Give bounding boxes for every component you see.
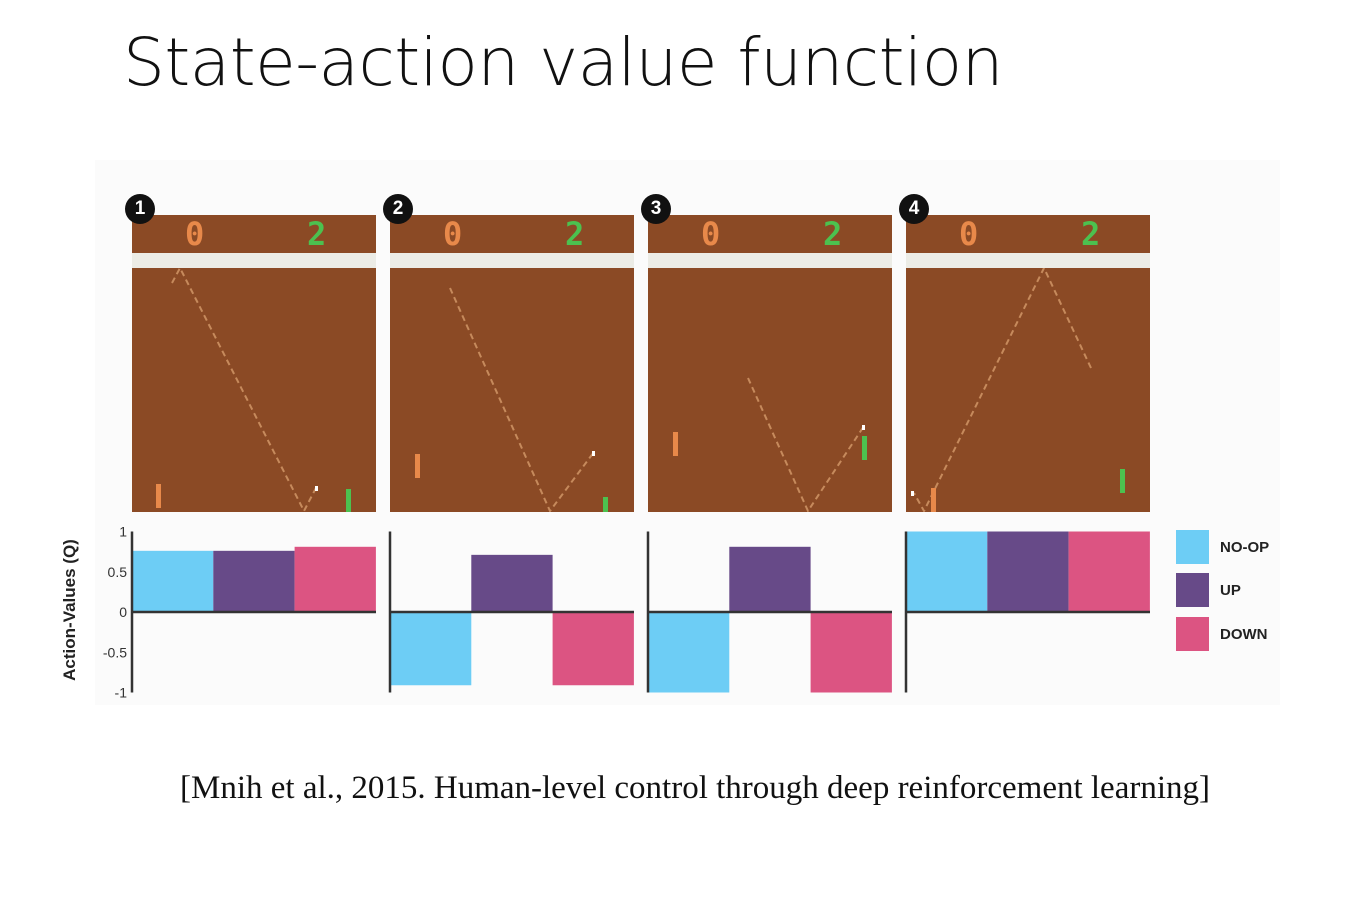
legend-up: UP xyxy=(1176,573,1241,607)
ball xyxy=(592,451,595,456)
ball xyxy=(911,491,914,496)
left-paddle xyxy=(156,484,161,508)
game-frame-1: 0 2 xyxy=(132,215,376,514)
score-right: 2 xyxy=(307,215,327,253)
frame-number-badge: 1 xyxy=(125,194,155,224)
ball-trajectory xyxy=(415,287,608,521)
frame-number-badge: 2 xyxy=(383,194,413,224)
legend-no-op: NO-OP xyxy=(1176,530,1269,564)
score-left: 0 xyxy=(959,215,979,253)
slide-title: State-action value function xyxy=(123,24,1004,101)
score-right: 2 xyxy=(823,215,843,253)
ball xyxy=(315,486,318,491)
bar-no-op-frame-1 xyxy=(132,550,214,612)
legend-swatch xyxy=(1176,530,1209,564)
score-left: 0 xyxy=(185,215,205,253)
y-tick-label: 0.5 xyxy=(108,564,128,580)
top-wall xyxy=(390,253,634,268)
right-paddle xyxy=(1120,469,1125,493)
top-wall xyxy=(132,253,376,268)
y-tick-label: -0.5 xyxy=(103,644,127,660)
score-bar: 0 2 xyxy=(648,215,892,253)
right-paddle xyxy=(603,497,608,521)
score-right: 2 xyxy=(565,215,585,253)
score-left: 0 xyxy=(701,215,721,253)
y-tick-label: 1 xyxy=(119,524,127,540)
ball-trajectory xyxy=(911,265,1125,514)
y-tick-label: -1 xyxy=(115,685,128,701)
bar-up-frame-4 xyxy=(987,531,1069,612)
legend-label: UP xyxy=(1220,581,1241,599)
ball-trajectory xyxy=(673,377,867,514)
bar-up-frame-2 xyxy=(471,554,553,612)
play-field xyxy=(132,265,376,514)
citation: [Mnih et al., 2015. Human-level control … xyxy=(180,770,1210,806)
bar-no-op-frame-2 xyxy=(390,612,472,686)
bar-down-frame-2 xyxy=(552,612,634,686)
legend-label: DOWN xyxy=(1220,625,1268,643)
top-wall xyxy=(906,253,1150,268)
left-paddle xyxy=(931,488,936,512)
right-paddle xyxy=(862,436,867,460)
bar-down-frame-1 xyxy=(294,546,376,612)
score-bar: 0 2 xyxy=(390,215,634,253)
score-bar: 0 2 xyxy=(132,215,376,253)
game-frame-4: 0 2 xyxy=(906,215,1150,514)
game-frame-3: 0 2 xyxy=(648,215,892,514)
bar-up-frame-1 xyxy=(213,550,295,612)
y-axis-label: Action-Values (Q) xyxy=(60,539,79,681)
ball-trajectory xyxy=(156,265,351,514)
legend-down: DOWN xyxy=(1176,617,1268,651)
right-paddle xyxy=(346,489,351,513)
frame-number-badge: 4 xyxy=(899,194,929,224)
bar-down-frame-3 xyxy=(810,612,892,693)
play-field xyxy=(648,268,892,514)
play-field xyxy=(906,265,1150,514)
legend-swatch xyxy=(1176,573,1209,607)
play-field xyxy=(390,268,634,521)
score-right: 2 xyxy=(1081,215,1101,253)
left-paddle xyxy=(673,432,678,456)
top-wall xyxy=(648,253,892,268)
score-left: 0 xyxy=(443,215,463,253)
legend-swatch xyxy=(1176,617,1209,651)
bar-no-op-frame-3 xyxy=(648,612,730,693)
ball xyxy=(862,425,865,430)
game-frame-2: 0 2 xyxy=(390,215,634,521)
left-paddle xyxy=(415,454,420,478)
y-tick-label: 0 xyxy=(119,604,127,620)
bar-no-op-frame-4 xyxy=(906,531,988,612)
score-bar: 0 2 xyxy=(906,215,1150,253)
frame-number-badge: 3 xyxy=(641,194,671,224)
legend-label: NO-OP xyxy=(1220,538,1270,556)
bar-down-frame-4 xyxy=(1068,531,1150,612)
bar-up-frame-3 xyxy=(729,546,811,612)
